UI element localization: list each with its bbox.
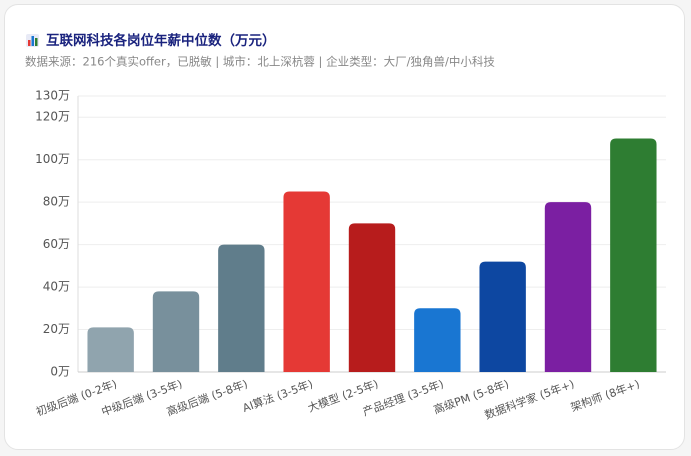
x-tick-label: AI算法 (3-5年): [241, 376, 315, 414]
bar: [414, 308, 461, 372]
bar: [87, 327, 134, 372]
y-tick-label: 0万: [50, 365, 70, 379]
y-tick-label: 100万: [35, 152, 70, 166]
bar: [479, 261, 526, 372]
y-tick-label: 40万: [43, 280, 70, 294]
bar: [544, 202, 592, 372]
bar: [283, 191, 330, 372]
x-tick-label: 架构师 (8年+): [569, 376, 642, 414]
bar: [152, 291, 200, 372]
title-icon: [26, 34, 39, 47]
bar: [348, 223, 396, 372]
y-tick-label: 120万: [35, 110, 70, 124]
y-tick-label: 60万: [43, 237, 70, 251]
chart-title: 互联网科技各岗位年薪中位数（万元）: [46, 32, 276, 49]
y-tick-label: 20万: [43, 322, 70, 336]
bar: [610, 138, 657, 372]
chart-subtitle: 数据来源：216个真实offer，已脱敏 | 城市：北上深杭蓉 | 企业类型：大…: [25, 55, 495, 69]
y-tick-label: 80万: [43, 195, 70, 209]
y-tick-label: 130万: [35, 89, 70, 103]
bar: [218, 244, 265, 372]
